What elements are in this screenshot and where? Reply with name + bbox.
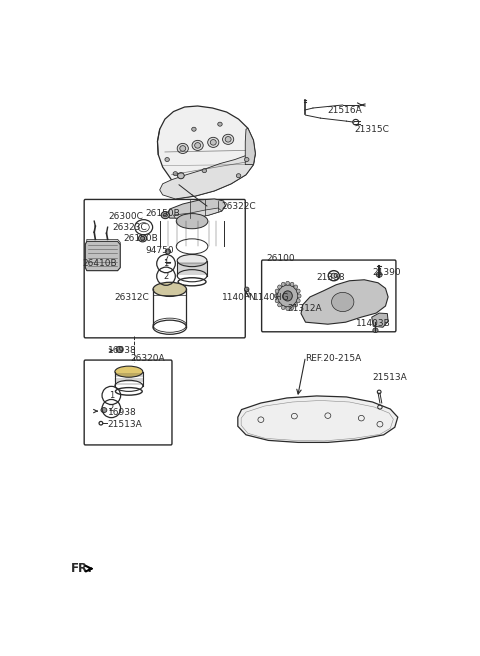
Text: 21312A: 21312A bbox=[288, 304, 322, 312]
Ellipse shape bbox=[223, 134, 234, 144]
Ellipse shape bbox=[173, 172, 178, 176]
Ellipse shape bbox=[192, 140, 203, 150]
Ellipse shape bbox=[244, 287, 249, 292]
Ellipse shape bbox=[115, 366, 143, 377]
Ellipse shape bbox=[275, 289, 279, 293]
Ellipse shape bbox=[140, 237, 145, 240]
Ellipse shape bbox=[153, 282, 186, 297]
Ellipse shape bbox=[208, 137, 219, 148]
Text: 26322C: 26322C bbox=[222, 201, 256, 211]
Ellipse shape bbox=[139, 235, 147, 242]
Ellipse shape bbox=[202, 169, 206, 173]
Ellipse shape bbox=[210, 140, 216, 145]
Text: 11403B: 11403B bbox=[356, 319, 391, 328]
Polygon shape bbox=[173, 208, 222, 218]
Text: 26150B: 26150B bbox=[145, 209, 180, 218]
Polygon shape bbox=[301, 279, 388, 324]
Ellipse shape bbox=[165, 249, 170, 254]
Ellipse shape bbox=[297, 294, 301, 298]
Text: 26410B: 26410B bbox=[83, 259, 117, 268]
Text: 21398: 21398 bbox=[316, 273, 345, 281]
Ellipse shape bbox=[297, 289, 300, 293]
Ellipse shape bbox=[277, 303, 281, 307]
Ellipse shape bbox=[225, 136, 231, 142]
Text: 94750: 94750 bbox=[145, 247, 174, 255]
Ellipse shape bbox=[178, 173, 184, 178]
Text: 16938: 16938 bbox=[108, 346, 137, 355]
Ellipse shape bbox=[373, 328, 378, 333]
Text: 2: 2 bbox=[163, 272, 168, 281]
Ellipse shape bbox=[286, 281, 289, 285]
Text: 1140FN: 1140FN bbox=[222, 293, 257, 302]
Ellipse shape bbox=[376, 272, 382, 277]
Ellipse shape bbox=[277, 285, 298, 307]
Ellipse shape bbox=[244, 157, 249, 161]
Ellipse shape bbox=[161, 212, 169, 218]
Ellipse shape bbox=[192, 127, 196, 131]
Ellipse shape bbox=[236, 174, 241, 178]
Ellipse shape bbox=[180, 146, 186, 151]
Text: 26100: 26100 bbox=[266, 254, 295, 263]
Ellipse shape bbox=[297, 298, 300, 303]
Ellipse shape bbox=[283, 291, 292, 301]
Text: REF.20-215A: REF.20-215A bbox=[305, 354, 362, 363]
Text: 21390: 21390 bbox=[372, 268, 401, 277]
Polygon shape bbox=[238, 396, 398, 442]
Ellipse shape bbox=[294, 285, 298, 289]
Text: 21513A: 21513A bbox=[108, 420, 143, 429]
Text: 1: 1 bbox=[108, 391, 114, 400]
Ellipse shape bbox=[281, 282, 285, 286]
Text: 1: 1 bbox=[163, 259, 168, 268]
Text: 26312C: 26312C bbox=[114, 293, 149, 302]
Polygon shape bbox=[87, 239, 120, 245]
Text: 21516A: 21516A bbox=[328, 106, 362, 115]
Polygon shape bbox=[160, 154, 255, 199]
Text: 26323C: 26323C bbox=[112, 223, 147, 232]
Ellipse shape bbox=[286, 306, 289, 310]
Text: 21315C: 21315C bbox=[354, 125, 389, 134]
Ellipse shape bbox=[163, 213, 168, 217]
Polygon shape bbox=[372, 313, 388, 327]
Text: 16938: 16938 bbox=[108, 407, 136, 417]
Ellipse shape bbox=[177, 144, 188, 154]
Polygon shape bbox=[157, 106, 255, 199]
Ellipse shape bbox=[331, 273, 336, 278]
Polygon shape bbox=[167, 199, 226, 218]
Text: 26320A: 26320A bbox=[131, 354, 165, 363]
Text: 1140HG: 1140HG bbox=[253, 293, 290, 302]
Ellipse shape bbox=[275, 298, 279, 303]
Ellipse shape bbox=[176, 214, 208, 229]
Ellipse shape bbox=[116, 346, 123, 352]
Ellipse shape bbox=[101, 407, 107, 413]
Ellipse shape bbox=[277, 285, 281, 289]
Text: 26150B: 26150B bbox=[123, 234, 158, 243]
Ellipse shape bbox=[177, 255, 207, 266]
Ellipse shape bbox=[274, 294, 278, 298]
Polygon shape bbox=[85, 241, 120, 271]
Ellipse shape bbox=[290, 282, 294, 286]
Ellipse shape bbox=[218, 122, 222, 126]
Ellipse shape bbox=[294, 303, 298, 307]
Ellipse shape bbox=[290, 306, 294, 310]
Text: 26300C: 26300C bbox=[108, 212, 143, 221]
Ellipse shape bbox=[332, 293, 354, 312]
Text: 2: 2 bbox=[108, 404, 114, 413]
Text: 21513A: 21513A bbox=[372, 373, 407, 382]
Ellipse shape bbox=[165, 157, 169, 161]
Polygon shape bbox=[245, 128, 255, 165]
Ellipse shape bbox=[195, 142, 201, 148]
Text: FR.: FR. bbox=[71, 562, 93, 575]
Ellipse shape bbox=[281, 306, 285, 310]
